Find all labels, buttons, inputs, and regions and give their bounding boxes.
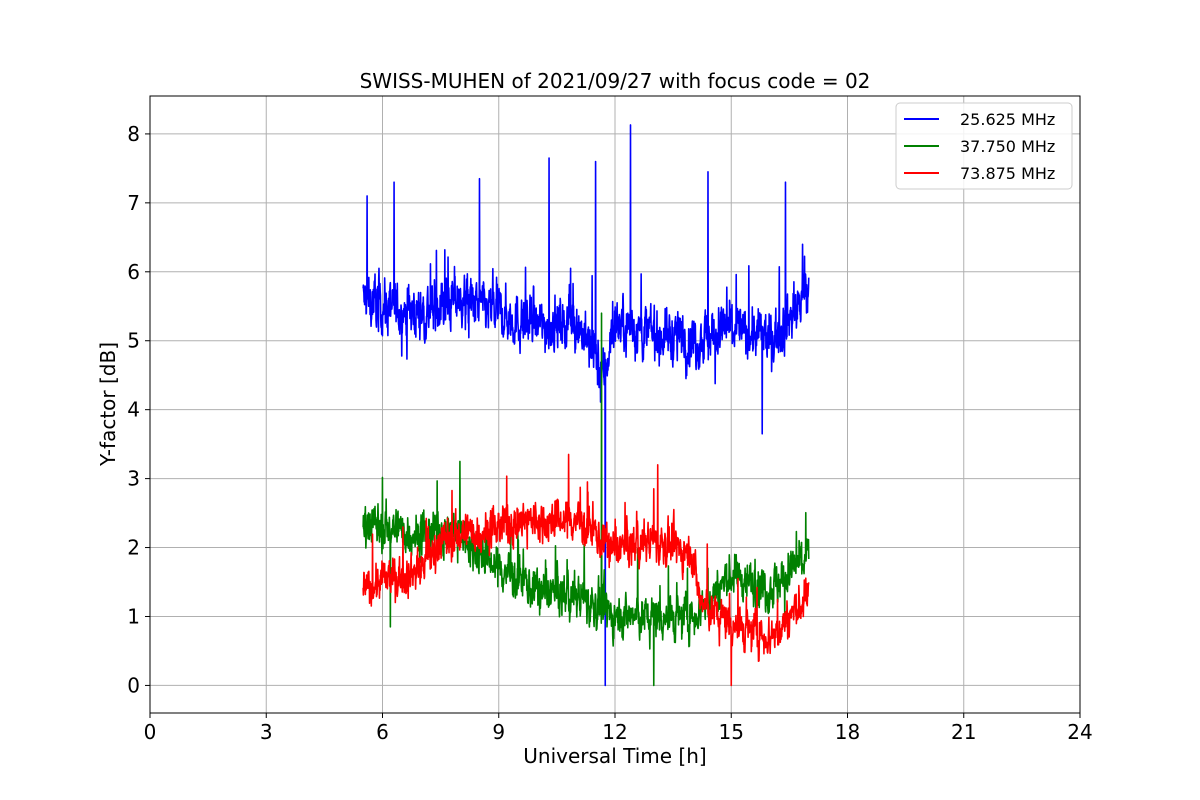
x-tick-label: 18 (835, 720, 860, 744)
y-tick-label: 7 (127, 191, 140, 215)
x-tick-label: 15 (719, 720, 744, 744)
x-tick-label: 24 (1067, 720, 1092, 744)
x-axis-label: Universal Time [h] (523, 744, 706, 768)
chart-title: SWISS-MUHEN of 2021/09/27 with focus cod… (360, 69, 871, 93)
y-tick-label: 3 (127, 467, 140, 491)
y-tick-label: 1 (127, 604, 140, 628)
y-tick-label: 8 (127, 122, 140, 146)
series-line-37750 (362, 312, 810, 687)
y-tick-label: 0 (127, 673, 140, 697)
legend-box (895, 102, 1073, 190)
y-tick-label: 6 (127, 260, 140, 284)
series-line-25625 (362, 124, 810, 687)
x-tick-label: 21 (951, 720, 976, 744)
y-tick-label: 4 (127, 398, 140, 422)
x-tick-label: 6 (376, 720, 389, 744)
x-tick-label: 0 (144, 720, 157, 744)
legend: 25.625 MHz 37.750 MHz 73.875 MHz (895, 102, 1073, 190)
legend-label-37750: 37.750 MHz (960, 137, 1055, 156)
series-layer (362, 124, 810, 687)
y-tick-label: 5 (127, 329, 140, 353)
x-tick-label: 12 (602, 720, 627, 744)
y-axis-label: Y-factor [dB] (96, 342, 120, 467)
series-line-73875 (362, 453, 810, 687)
legend-label-73875: 73.875 MHz (960, 164, 1055, 183)
x-tick-label: 3 (260, 720, 273, 744)
legend-label-25625: 25.625 MHz (960, 110, 1055, 129)
x-tick-label: 9 (492, 720, 505, 744)
y-tick-label: 2 (127, 536, 140, 560)
